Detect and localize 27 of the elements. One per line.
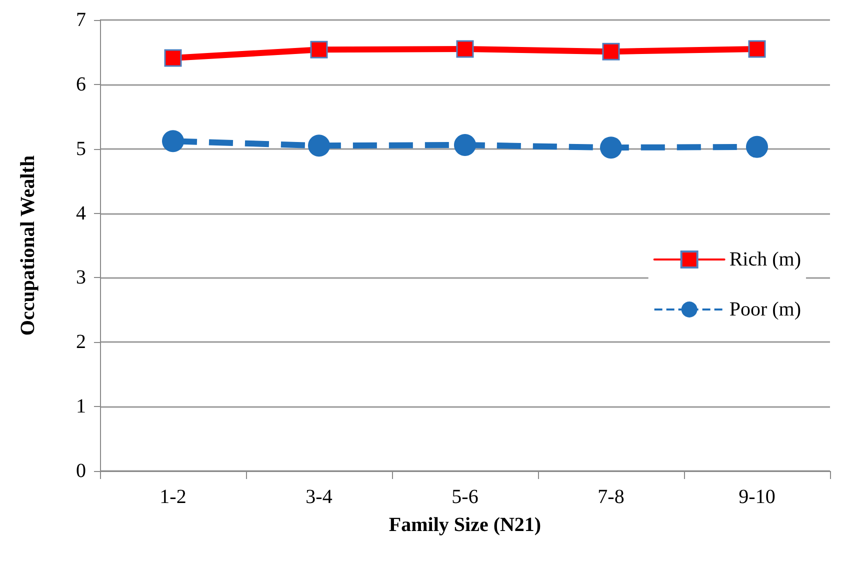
- y-tick-label: 2: [76, 331, 86, 354]
- legend-label: Rich (m): [729, 248, 801, 270]
- point: [162, 130, 184, 152]
- point: [456, 40, 474, 58]
- point: [602, 42, 620, 60]
- y-tick-label: 5: [76, 138, 86, 160]
- point: [164, 49, 182, 67]
- point: [600, 136, 622, 159]
- legend-label: Poor (m): [729, 298, 802, 320]
- y-tick-label: 6: [76, 73, 86, 96]
- y-axis-title: Occupational Wealth: [17, 155, 39, 336]
- x-tick-label: 3-4: [306, 486, 332, 508]
- y-tick-label: 0: [76, 460, 86, 482]
- x-tick-label: 5-6: [452, 486, 478, 508]
- x-tick-label: 1-2: [160, 486, 186, 508]
- point: [454, 134, 476, 156]
- point: [746, 136, 768, 158]
- x-axis-title: Family Size (N21): [388, 514, 542, 536]
- point: [308, 134, 330, 157]
- y-tick-label: 7: [76, 9, 86, 31]
- x-tick-label: 9-10: [738, 486, 776, 508]
- y-tick-label: 3: [76, 266, 86, 289]
- y-tick-label: 1: [76, 396, 86, 418]
- x-tick-label: 7-8: [598, 486, 624, 508]
- point: [748, 40, 766, 58]
- point: [310, 40, 328, 58]
- y-tick-label: 4: [76, 202, 86, 224]
